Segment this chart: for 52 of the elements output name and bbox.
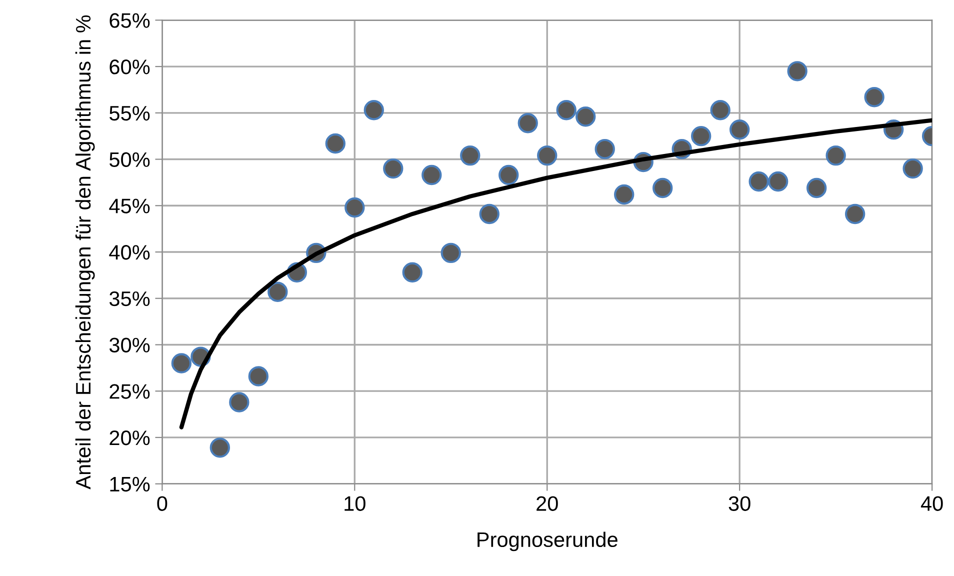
point [614,184,634,205]
point [652,178,673,198]
y-tick-label: 50% [110,152,150,168]
y-tick-label: 65% [110,13,150,28]
line-series [179,118,932,430]
y-tick-label: 45% [109,198,150,214]
point [556,100,576,120]
y-tick-label: 30% [109,338,150,352]
point [748,171,769,192]
point [806,178,827,198]
point [479,204,500,224]
point [248,366,269,386]
point [210,438,230,458]
point [518,112,538,134]
x-tick-label: 20 [536,496,558,511]
point [460,145,480,166]
point [537,145,558,166]
point [171,353,192,374]
point [902,158,923,179]
point [383,158,404,179]
x-axis-title: Prognoserunde [478,532,618,552]
y-tick-label: 20% [110,430,150,446]
point [768,171,788,192]
y-axis-title: Anteil der Entscheidungen für den Algorithmus in % [75,15,95,490]
y-tick-label: 25% [110,384,150,399]
y-tick-label: 55% [110,106,150,121]
x-tick-label: 10 [344,496,366,511]
point [402,262,422,282]
y-tick-label: 35% [109,291,150,306]
point [576,106,596,127]
point [864,87,884,108]
point [710,100,730,120]
point [690,126,712,146]
x-tick-label: 40 [920,496,943,511]
point [844,204,866,224]
y-tick-label: 40% [109,245,150,260]
point [229,392,250,412]
x-tick-label: 30 [728,496,750,511]
x-tick-label: 0 [157,496,168,511]
point [364,100,384,120]
point [440,242,461,264]
point [325,133,346,154]
y-tick-label: 15% [110,476,150,492]
point [787,61,808,82]
point [344,197,365,218]
point [422,164,442,186]
point [594,138,615,160]
point [729,119,750,140]
y-tick-label: 60% [110,60,150,74]
point [826,145,846,166]
point [498,164,519,186]
point [268,282,288,302]
